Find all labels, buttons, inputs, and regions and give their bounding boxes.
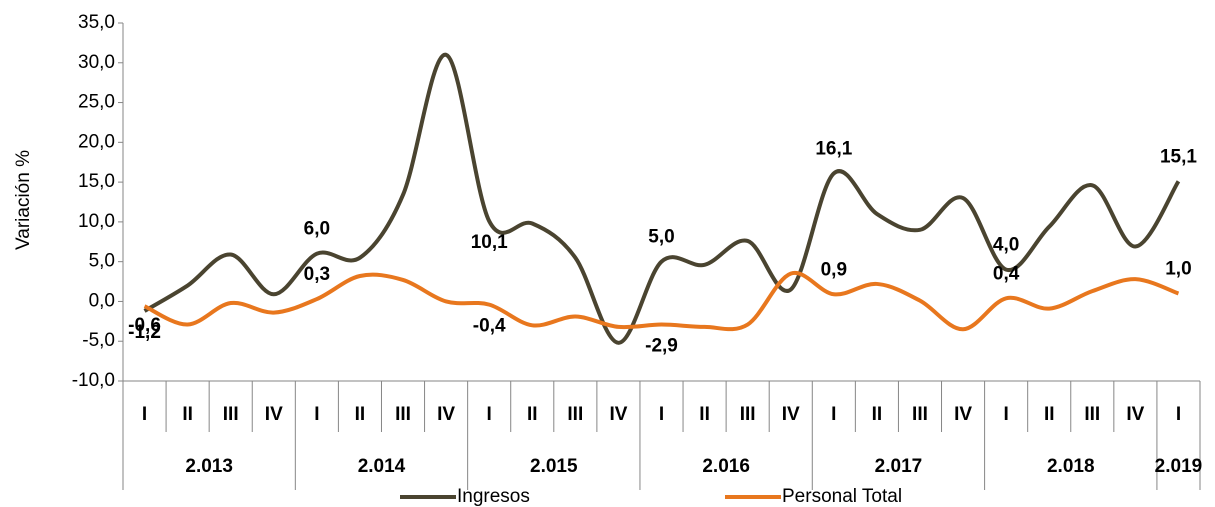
line-series	[143, 52, 1181, 345]
x-tick-label: II	[527, 404, 538, 425]
y-tick-label: -10,0	[72, 370, 115, 391]
x-tick-label: II	[1044, 404, 1055, 425]
y-tick-label: 10,0	[78, 211, 115, 232]
group-label: 2.016	[702, 456, 750, 477]
x-tick-label: II	[872, 404, 883, 425]
x-tick-label: II	[182, 404, 193, 425]
data-label: 5,0	[648, 227, 674, 248]
data-label: -1,2	[128, 322, 161, 343]
y-tick-label: 30,0	[78, 52, 115, 73]
data-label: 4,0	[993, 235, 1019, 256]
data-label: -0,4	[473, 316, 506, 337]
data-label: 1,0	[1165, 259, 1191, 280]
y-tick-label: 25,0	[78, 92, 115, 113]
x-tick-label: II	[355, 404, 366, 425]
data-label: 6,0	[304, 219, 330, 240]
y-tick-label: 35,0	[78, 12, 115, 33]
data-label: 10,1	[471, 232, 508, 253]
x-tick-label: IV	[437, 404, 455, 425]
x-tick-label: I	[1176, 404, 1181, 425]
x-tick-label: I	[142, 404, 147, 425]
x-tick-label: I	[659, 404, 664, 425]
x-tick-label: IV	[954, 404, 972, 425]
x-tick-label: IV	[265, 404, 283, 425]
line-series	[143, 270, 1180, 332]
x-tick-label: IV	[1126, 404, 1144, 425]
y-tick-label: 20,0	[78, 131, 115, 152]
data-label: 0,3	[304, 264, 330, 285]
data-label: 0,9	[821, 259, 847, 280]
data-label: 15,1	[1160, 146, 1197, 167]
group-label: 2.014	[358, 456, 406, 477]
y-tick-label: 15,0	[78, 171, 115, 192]
x-tick-label: III	[1084, 404, 1100, 425]
x-tick-label: IV	[782, 404, 800, 425]
x-tick-label: III	[740, 404, 756, 425]
legend-label: Ingresos	[457, 486, 530, 507]
group-label: 2.017	[875, 456, 923, 477]
group-label: 2.013	[185, 456, 233, 477]
group-label: 2.019	[1155, 456, 1203, 477]
data-label: 0,4	[993, 263, 1020, 284]
y-axis-label: Variación %	[13, 150, 34, 250]
x-tick-label: I	[314, 404, 319, 425]
legend-label: Personal Total	[782, 486, 902, 507]
x-tick-label: III	[223, 404, 239, 425]
data-label: 16,1	[815, 138, 852, 159]
group-label: 2.015	[530, 456, 578, 477]
x-tick-label: III	[912, 404, 928, 425]
x-tick-label: I	[487, 404, 492, 425]
x-tick-label: III	[567, 404, 583, 425]
y-tick-label: 0,0	[89, 290, 115, 311]
x-tick-label: III	[395, 404, 411, 425]
x-tick-label: II	[699, 404, 710, 425]
x-tick-label: IV	[609, 404, 627, 425]
y-tick-label: -5,0	[82, 330, 115, 351]
x-tick-label: I	[1003, 404, 1008, 425]
data-label: -0,6	[128, 315, 161, 336]
data-label: -2,9	[645, 336, 678, 357]
x-tick-label: I	[831, 404, 836, 425]
group-label: 2.018	[1047, 456, 1095, 477]
y-tick-label: 5,0	[89, 251, 115, 272]
